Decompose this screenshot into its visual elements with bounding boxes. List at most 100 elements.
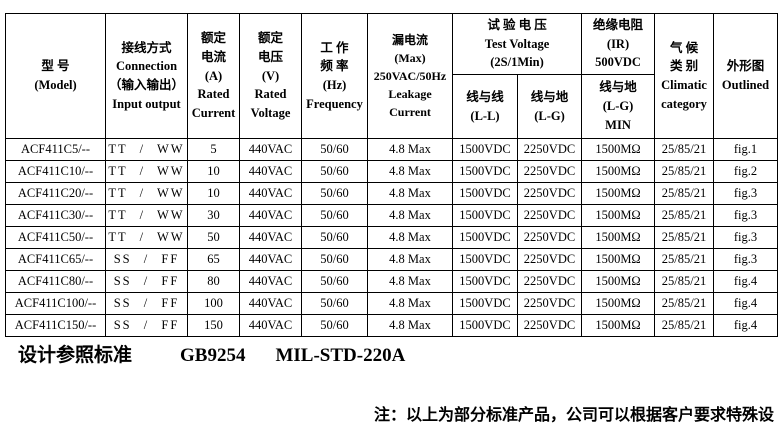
cell-connection: SS / FF xyxy=(105,270,188,293)
cell-test-ll: 1500VDC xyxy=(452,248,518,271)
cell-climatic: 25/85/21 xyxy=(654,204,715,227)
cell-figure: fig.4 xyxy=(713,292,779,315)
cell-climatic: 25/85/21 xyxy=(654,226,715,249)
cell-rated-voltage: 440VAC xyxy=(239,314,302,337)
cell-test-ll: 1500VDC xyxy=(452,160,518,183)
cell-rated-current: 65 xyxy=(187,248,240,271)
cell-frequency: 50/60 xyxy=(301,226,368,249)
cell-leakage: 4.8 Max xyxy=(367,292,453,315)
cell-leakage: 4.8 Max xyxy=(367,204,453,227)
cell-connection: TT / WW xyxy=(105,160,188,183)
cell-rated-current: 150 xyxy=(187,314,240,337)
cell-frequency: 50/60 xyxy=(301,204,368,227)
cell-climatic: 25/85/21 xyxy=(654,138,715,161)
cell-ir: 1500MΩ xyxy=(581,270,656,293)
cell-test-ll: 1500VDC xyxy=(452,314,518,337)
cell-figure: fig.2 xyxy=(713,160,779,183)
col-header-connection: 接线方式 Connection （输入输出） Input output xyxy=(105,13,188,139)
cell-test-ll: 1500VDC xyxy=(452,182,518,205)
design-standard-line: 设计参照标准 GB9254 MIL-STD-220A xyxy=(18,340,405,367)
col-header-test-line-to-line: 线与线 (L-L) xyxy=(452,74,518,139)
cell-ir: 1500MΩ xyxy=(581,160,656,183)
col-header-rated-current: 额定 电流 (A) Rated Current xyxy=(187,13,240,139)
cell-figure: fig.3 xyxy=(713,248,779,271)
cell-connection: SS / FF xyxy=(105,248,188,271)
table-row: ACF411C80/-- SS / FF 80 440VAC 50/60 4.8… xyxy=(5,270,779,293)
cell-rated-current: 100 xyxy=(187,292,240,315)
cell-ir: 1500MΩ xyxy=(581,204,656,227)
table-row: ACF411C20/-- TT / WW 10 440VAC 50/60 4.8… xyxy=(5,182,779,205)
cell-test-lg: 2250VDC xyxy=(516,314,583,337)
cell-figure: fig.4 xyxy=(713,270,779,293)
col-header-rated-voltage: 额定 电压 (V) Rated Voltage xyxy=(239,13,302,139)
col-header-model: 型 号 (Model) xyxy=(5,13,106,139)
col-header-frequency: 工 作 频 率 (Hz) Frequency xyxy=(301,13,368,139)
cell-model: ACF411C10/-- xyxy=(5,160,106,183)
cell-frequency: 50/60 xyxy=(301,160,368,183)
cell-test-ll: 1500VDC xyxy=(452,226,518,249)
cell-test-lg: 2250VDC xyxy=(516,270,583,293)
col-header-leakage-current: 漏电流 (Max) 250VAC/50Hz Leakage Current xyxy=(367,13,453,139)
cell-figure: fig.1 xyxy=(713,138,779,161)
cell-test-lg: 2250VDC xyxy=(516,160,583,183)
col-header-insulation-resistance: 绝缘电阻 (IR) 500VDC xyxy=(581,13,656,75)
cell-connection: TT / WW xyxy=(105,226,188,249)
cell-frequency: 50/60 xyxy=(301,314,368,337)
cell-rated-current: 5 xyxy=(187,138,240,161)
cell-leakage: 4.8 Max xyxy=(367,182,453,205)
col-header-test-voltage-group: 试 验 电 压 Test Voltage (2S/1Min) xyxy=(451,13,583,75)
cell-test-ll: 1500VDC xyxy=(452,204,518,227)
cell-climatic: 25/85/21 xyxy=(654,160,715,183)
cell-rated-voltage: 440VAC xyxy=(239,226,302,249)
spec-table: 型 号 (Model) 接线方式 Connection （输入输出） Input… xyxy=(5,13,779,337)
cell-climatic: 25/85/21 xyxy=(654,182,715,205)
cell-frequency: 50/60 xyxy=(301,182,368,205)
cell-connection: TT / WW xyxy=(105,138,188,161)
cell-rated-voltage: 440VAC xyxy=(239,204,302,227)
cell-test-lg: 2250VDC xyxy=(516,248,583,271)
table-row: ACF411C100/-- SS / FF 100 440VAC 50/60 4… xyxy=(5,292,779,315)
cell-frequency: 50/60 xyxy=(301,138,368,161)
cell-model: ACF411C100/-- xyxy=(5,292,106,315)
cell-model: ACF411C50/-- xyxy=(5,226,106,249)
cell-model: ACF411C150/-- xyxy=(5,314,106,337)
cell-test-lg: 2250VDC xyxy=(516,226,583,249)
cell-model: ACF411C65/-- xyxy=(5,248,106,271)
cell-rated-voltage: 440VAC xyxy=(239,248,302,271)
cell-leakage: 4.8 Max xyxy=(367,160,453,183)
table-row: ACF411C5/-- TT / WW 5 440VAC 50/60 4.8 M… xyxy=(5,138,779,161)
cell-leakage: 4.8 Max xyxy=(367,270,453,293)
cell-leakage: 4.8 Max xyxy=(367,226,453,249)
col-header-climatic-category: 气 候 类 别 Climatic category xyxy=(654,13,715,139)
cell-climatic: 25/85/21 xyxy=(654,292,715,315)
cell-rated-voltage: 440VAC xyxy=(239,138,302,161)
cell-model: ACF411C30/-- xyxy=(5,204,106,227)
cell-rated-voltage: 440VAC xyxy=(239,160,302,183)
table-row: ACF411C65/-- SS / FF 65 440VAC 50/60 4.8… xyxy=(5,248,779,271)
cell-ir: 1500MΩ xyxy=(581,292,656,315)
cell-frequency: 50/60 xyxy=(301,248,368,271)
cell-test-lg: 2250VDC xyxy=(516,204,583,227)
cell-frequency: 50/60 xyxy=(301,292,368,315)
cell-rated-current: 80 xyxy=(187,270,240,293)
cell-rated-current: 10 xyxy=(187,160,240,183)
cell-test-ll: 1500VDC xyxy=(452,292,518,315)
cell-connection: TT / WW xyxy=(105,204,188,227)
standard-gb9254: GB9254 xyxy=(180,345,246,366)
cell-figure: fig.3 xyxy=(713,182,779,205)
cell-connection: SS / FF xyxy=(105,314,188,337)
cell-leakage: 4.8 Max xyxy=(367,248,453,271)
cell-ir: 1500MΩ xyxy=(581,314,656,337)
cell-rated-current: 50 xyxy=(187,226,240,249)
table-row: ACF411C50/-- TT / WW 50 440VAC 50/60 4.8… xyxy=(5,226,779,249)
cell-climatic: 25/85/21 xyxy=(654,270,715,293)
cell-test-ll: 1500VDC xyxy=(452,270,518,293)
cell-leakage: 4.8 Max xyxy=(367,138,453,161)
table-row: ACF411C30/-- TT / WW 30 440VAC 50/60 4.8… xyxy=(5,204,779,227)
cell-leakage: 4.8 Max xyxy=(367,314,453,337)
design-standard-label: 设计参照标准 xyxy=(18,345,133,366)
cell-rated-current: 10 xyxy=(187,182,240,205)
cell-rated-voltage: 440VAC xyxy=(239,270,302,293)
cell-ir: 1500MΩ xyxy=(581,182,656,205)
cell-climatic: 25/85/21 xyxy=(654,314,715,337)
